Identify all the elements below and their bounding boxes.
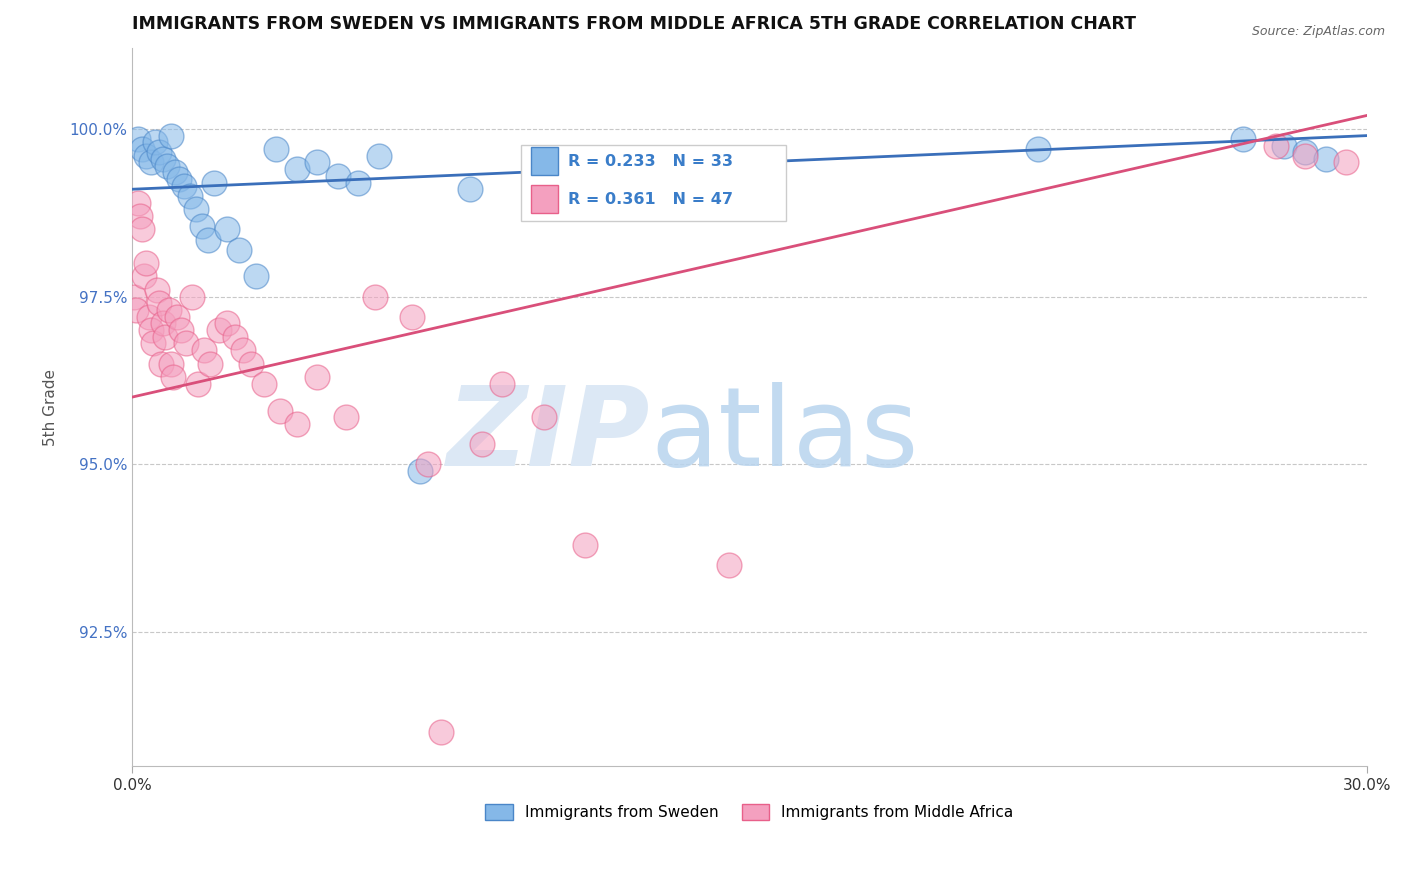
Point <box>152 316 174 330</box>
FancyBboxPatch shape <box>531 186 558 212</box>
Y-axis label: 5th Grade: 5th Grade <box>44 368 58 446</box>
Point <box>364 289 387 303</box>
Point <box>187 376 209 391</box>
Point <box>202 176 225 190</box>
Text: R = 0.233   N = 33: R = 0.233 N = 33 <box>568 153 733 169</box>
Point <box>409 464 432 478</box>
Point <box>135 256 157 270</box>
Point <box>148 296 170 310</box>
Point <box>127 195 149 210</box>
Point <box>152 152 174 166</box>
Point <box>285 417 308 431</box>
Point <box>135 149 157 163</box>
Point <box>139 155 162 169</box>
Point <box>170 323 193 337</box>
Text: IMMIGRANTS FROM SWEDEN VS IMMIGRANTS FROM MIDDLE AFRICA 5TH GRADE CORRELATION CH: IMMIGRANTS FROM SWEDEN VS IMMIGRANTS FRO… <box>132 15 1136 33</box>
Text: ZIP: ZIP <box>447 383 651 490</box>
Point <box>138 310 160 324</box>
Point <box>1265 138 1288 153</box>
Text: Source: ZipAtlas.com: Source: ZipAtlas.com <box>1251 25 1385 38</box>
Point <box>401 310 423 324</box>
Point <box>471 437 494 451</box>
Point <box>269 403 291 417</box>
Point <box>153 330 176 344</box>
Point <box>143 136 166 150</box>
Point <box>179 189 201 203</box>
Point <box>1294 149 1316 163</box>
Point <box>232 343 254 358</box>
Point <box>347 176 370 190</box>
Point <box>245 269 267 284</box>
Point <box>173 178 195 193</box>
Point <box>127 132 149 146</box>
Point <box>149 357 172 371</box>
Point <box>160 357 183 371</box>
Point <box>224 330 246 344</box>
Point <box>215 316 238 330</box>
Point <box>533 410 555 425</box>
Point <box>148 145 170 160</box>
Point <box>125 302 148 317</box>
Legend: Immigrants from Sweden, Immigrants from Middle Africa: Immigrants from Sweden, Immigrants from … <box>479 797 1019 826</box>
Point <box>335 410 357 425</box>
Point <box>139 323 162 337</box>
Point <box>156 159 179 173</box>
Point <box>285 162 308 177</box>
Point <box>1334 155 1357 169</box>
Point <box>1232 132 1254 146</box>
Point <box>418 457 440 471</box>
Point <box>307 155 329 169</box>
Text: atlas: atlas <box>651 383 920 490</box>
Point <box>122 289 145 303</box>
Point <box>162 370 184 384</box>
Point <box>157 302 180 317</box>
Point <box>240 357 263 371</box>
Point <box>458 182 481 196</box>
FancyBboxPatch shape <box>522 145 786 220</box>
Point <box>491 376 513 391</box>
Point <box>174 336 197 351</box>
Point <box>166 310 188 324</box>
Point <box>197 233 219 247</box>
Point <box>146 283 169 297</box>
Point <box>1294 145 1316 160</box>
Point <box>160 128 183 143</box>
Point <box>207 323 229 337</box>
Text: R = 0.361   N = 47: R = 0.361 N = 47 <box>568 192 733 207</box>
Point <box>429 725 451 739</box>
FancyBboxPatch shape <box>531 147 558 175</box>
Point <box>215 222 238 236</box>
Point <box>131 142 153 156</box>
Point <box>184 202 207 217</box>
Point <box>169 172 191 186</box>
Point <box>253 376 276 391</box>
Point <box>129 209 152 223</box>
Point <box>1274 138 1296 153</box>
Point <box>1026 142 1049 156</box>
Point <box>326 169 349 183</box>
Point <box>191 219 214 234</box>
Point <box>307 370 329 384</box>
Point <box>134 269 156 284</box>
Point <box>264 142 287 156</box>
Point <box>368 149 391 163</box>
Point <box>180 289 202 303</box>
Point <box>131 222 153 236</box>
Point <box>1315 152 1337 166</box>
Point <box>165 165 187 179</box>
Point <box>200 357 222 371</box>
Point <box>142 336 165 351</box>
Point <box>574 538 596 552</box>
Point <box>717 558 740 572</box>
Point <box>193 343 215 358</box>
Point <box>228 243 250 257</box>
